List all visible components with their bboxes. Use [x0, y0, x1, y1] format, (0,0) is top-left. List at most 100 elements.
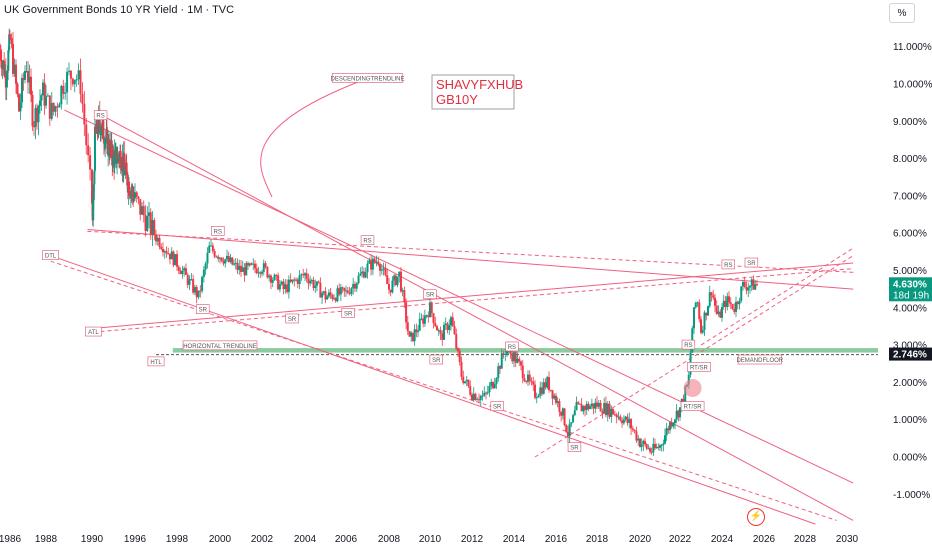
candle-body	[420, 318, 423, 320]
annotation-box	[147, 356, 165, 367]
candle-body	[532, 381, 535, 385]
candle-body	[275, 274, 278, 276]
candle-body	[132, 197, 135, 202]
candle-body	[192, 279, 195, 293]
candle-body	[137, 196, 140, 200]
y-tick-label: 4.000%	[893, 303, 927, 314]
candle-body	[139, 199, 142, 215]
unit-toggle-button[interactable]: %	[889, 3, 915, 23]
candle-body	[721, 306, 723, 318]
annotation-box	[681, 339, 696, 350]
candle-body	[142, 206, 145, 216]
candle-body	[393, 275, 396, 281]
candle-body	[743, 281, 746, 287]
candle-body	[544, 382, 547, 388]
candle-body	[548, 377, 550, 390]
candle-body	[488, 385, 491, 393]
candle-body	[469, 386, 472, 395]
annotation-label: RS	[724, 263, 732, 269]
candle-body	[202, 269, 205, 277]
candle-body	[197, 290, 200, 298]
candle-body	[262, 263, 265, 272]
annotation-label: SR	[199, 308, 208, 314]
candle-body	[179, 270, 182, 275]
candle-body	[405, 302, 408, 323]
candle-body	[163, 251, 166, 253]
candle-body	[437, 330, 440, 332]
candle-body	[471, 394, 473, 401]
annotation-box	[490, 401, 504, 411]
annotation-label: DEMANDFLOOR	[736, 358, 783, 364]
candle-body	[234, 262, 237, 264]
candle-body	[724, 300, 727, 307]
candle-body	[104, 138, 107, 141]
candle-body	[423, 315, 426, 324]
candle-body	[589, 406, 592, 409]
annotation-label: SR	[432, 358, 441, 364]
candle-body	[254, 263, 256, 269]
candle-body	[745, 286, 748, 291]
candle-body	[655, 446, 658, 449]
candle-body	[628, 419, 631, 423]
candle-body	[606, 403, 609, 416]
x-tick-label: 2022	[669, 534, 692, 545]
y-tick-label: 2.000%	[893, 378, 927, 389]
candle-body	[114, 148, 117, 152]
brand-symbol: GB10Y	[436, 92, 478, 107]
candle-body	[585, 403, 588, 411]
candle-body	[594, 402, 597, 409]
candle-body	[334, 298, 337, 302]
x-tick-label: 2000	[209, 534, 232, 545]
x-tick-label: 1986	[0, 534, 22, 545]
candle-body	[104, 140, 107, 148]
candle-body	[71, 78, 74, 85]
candle-body	[302, 274, 305, 276]
candle-body	[284, 284, 287, 290]
candle-body	[474, 393, 477, 400]
candle-body	[584, 406, 587, 411]
candle-body	[664, 435, 666, 444]
candle-body	[736, 301, 739, 305]
candle-body	[492, 381, 494, 389]
candle-body	[617, 416, 620, 418]
candle-body	[130, 191, 133, 193]
annotation-label: SR	[288, 317, 297, 323]
candle-body	[398, 271, 401, 277]
candle-body	[102, 139, 105, 144]
annotation-label: RS	[214, 229, 222, 235]
candle-body	[411, 332, 414, 342]
candle-body	[694, 302, 697, 308]
y-tick-label: 6.000%	[893, 229, 927, 240]
x-tick-label: 2002	[251, 534, 274, 545]
candle-body	[514, 352, 517, 363]
candle-body	[248, 263, 251, 266]
candle-body	[621, 420, 624, 424]
candle-body	[729, 302, 732, 305]
candle-body	[657, 446, 660, 448]
candle-body	[339, 287, 342, 295]
candle-body	[111, 150, 114, 166]
candle-body	[472, 393, 475, 401]
annotation-label: HTL	[150, 360, 162, 366]
candle-body	[295, 279, 298, 281]
annotation-label: SR	[493, 405, 502, 411]
candle-body	[37, 105, 40, 123]
candle-body	[672, 423, 675, 427]
candle-body	[684, 386, 687, 403]
x-tick-label: 2024	[711, 534, 734, 545]
candle-body	[92, 184, 95, 201]
price-badge-countdown: 18d 19h	[893, 290, 929, 301]
candle-body	[69, 70, 72, 79]
candle-body	[639, 438, 641, 447]
annotation-box	[42, 250, 60, 260]
candle-body	[199, 290, 202, 292]
annotation-box	[182, 340, 258, 351]
lightning-icon[interactable]: ⚡	[747, 508, 765, 526]
candle-body	[566, 431, 569, 437]
candle-body	[359, 273, 362, 276]
candle-body	[476, 399, 479, 401]
candle-body	[321, 293, 324, 298]
candle-body	[210, 245, 213, 247]
candle-body	[612, 408, 615, 415]
